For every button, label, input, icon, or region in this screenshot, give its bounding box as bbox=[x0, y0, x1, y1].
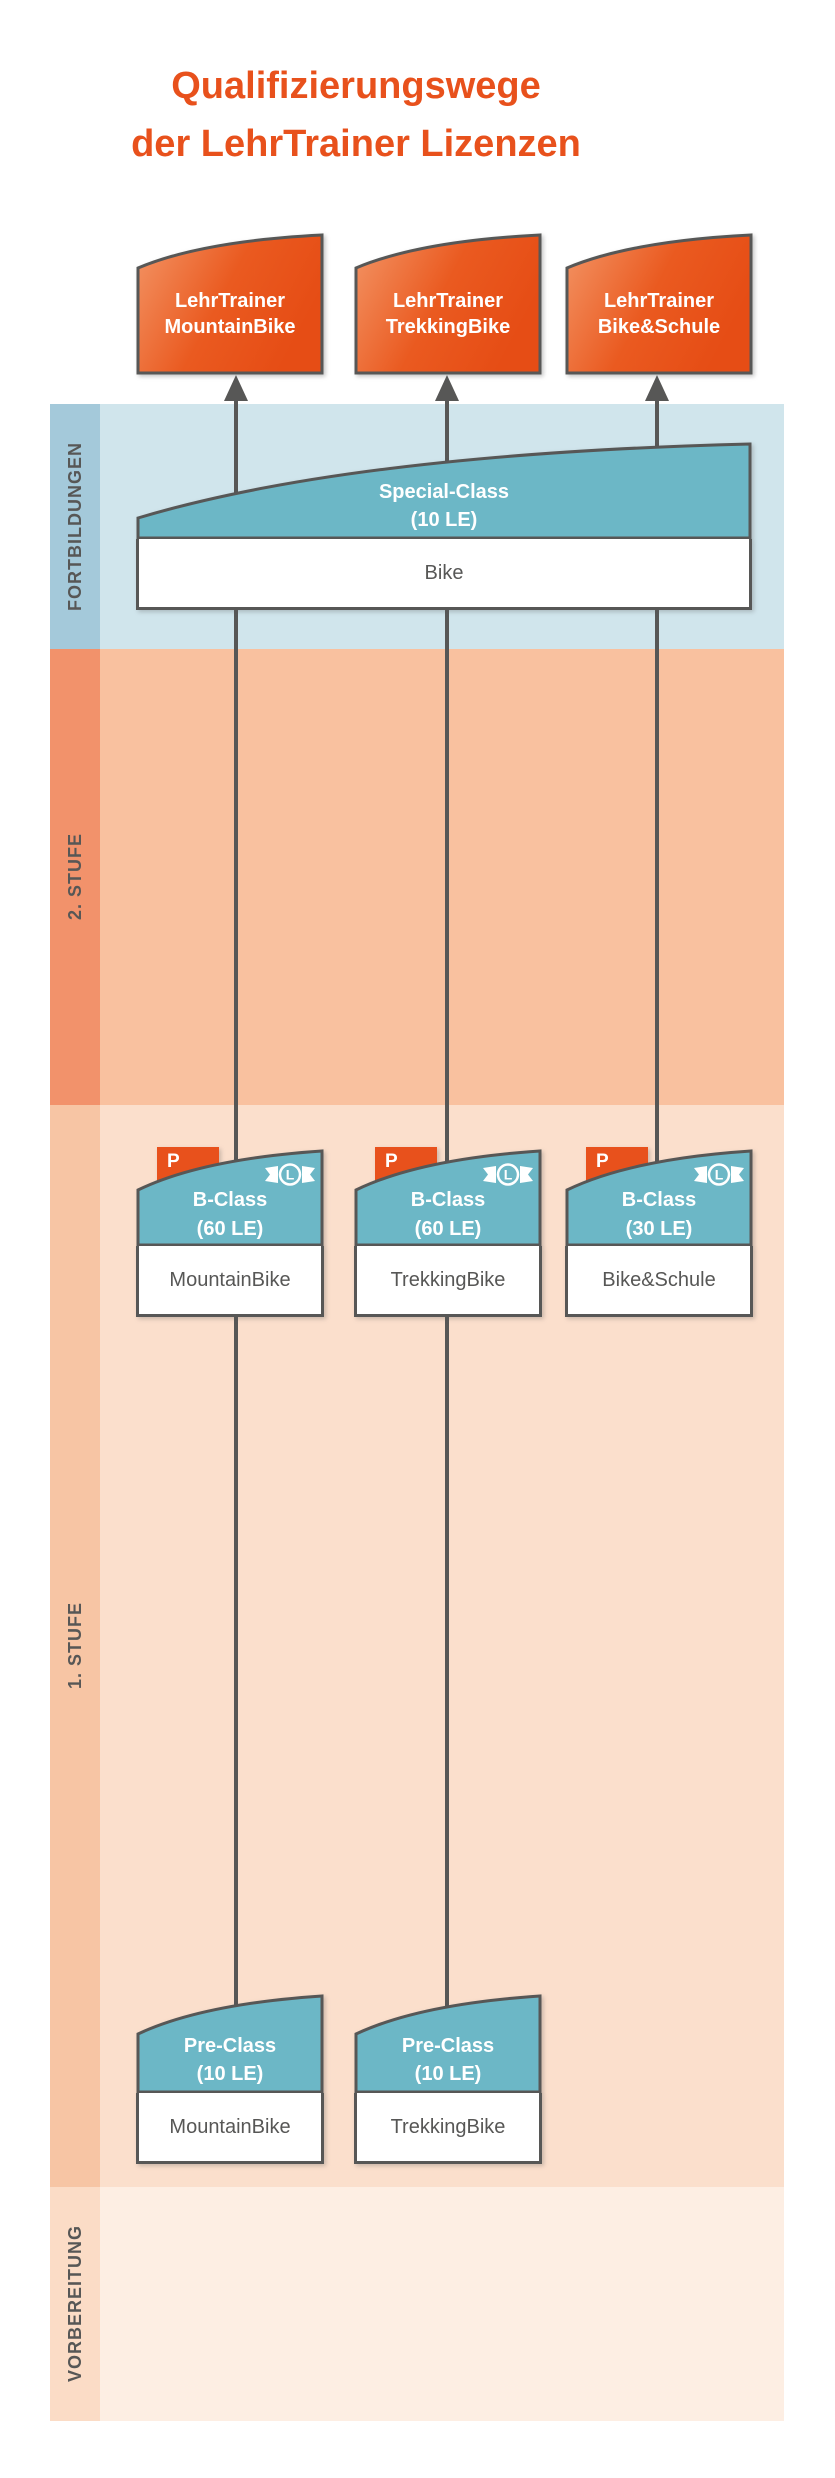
license-title-line2: MountainBike bbox=[164, 316, 296, 338]
section-vorbereitung-label: VORBEREITUNG bbox=[64, 2225, 85, 2383]
class-header-line1: Pre-Class bbox=[401, 2035, 495, 2057]
class-header: B-Class (60 LE) bbox=[136, 1149, 324, 1244]
section-stufe2-strip: 2. STUFE bbox=[50, 649, 100, 1105]
class-header: Special-Class (10 LE) bbox=[136, 442, 752, 534]
class-header: Pre-Class (10 LE) bbox=[354, 1994, 542, 2088]
license-title-line1: LehrTrainer bbox=[174, 290, 286, 312]
pre-class-box-trekkingbike: Pre-Class (10 LE) TrekkingBike bbox=[354, 1994, 542, 2164]
license-box-mountainbike: LehrTrainer MountainBike bbox=[136, 233, 324, 375]
class-body: Bike&Schule bbox=[565, 1246, 753, 1317]
license-box-shape bbox=[136, 233, 324, 375]
lizenz-badge-letter: L bbox=[715, 1167, 724, 1183]
class-body: Bike bbox=[136, 539, 752, 610]
lizenz-badge-icon: L bbox=[694, 1163, 744, 1186]
lizenz-badge-icon: L bbox=[483, 1163, 533, 1186]
section-vorbereitung-strip: VORBEREITUNG bbox=[50, 2187, 100, 2421]
b-class-box-trekkingbike: P L B-Class (60 LE) TrekkingBike bbox=[354, 1147, 542, 1317]
section-stufe1-strip: 1. STUFE bbox=[50, 1105, 100, 2187]
class-header-line2: (60 LE) bbox=[414, 1218, 482, 1240]
license-title-line2: TrekkingBike bbox=[385, 316, 511, 338]
page-title-line1: Qualifizierungswege bbox=[171, 65, 541, 107]
class-header-line1: B-Class bbox=[621, 1189, 697, 1211]
class-header: B-Class (30 LE) bbox=[565, 1149, 753, 1244]
section-stufe2-label: 2. STUFE bbox=[64, 833, 85, 921]
arrow-up-icon bbox=[224, 375, 248, 401]
class-header-line2: (10 LE) bbox=[196, 2063, 264, 2085]
section-stufe2-background bbox=[100, 649, 784, 1105]
license-title-line1: LehrTrainer bbox=[603, 290, 715, 312]
section-fortbildungen-strip: FORTBILDUNGEN bbox=[50, 404, 100, 649]
page-title: Qualifizierungswege der LehrTrainer Lize… bbox=[0, 57, 712, 173]
license-title-line2: Bike&Schule bbox=[597, 316, 721, 338]
license-box-bikeschule: LehrTrainer Bike&Schule bbox=[565, 233, 753, 375]
page-title-line2: der LehrTrainer Lizenzen bbox=[131, 123, 581, 165]
section-fortbildungen-label: FORTBILDUNGEN bbox=[64, 442, 85, 611]
license-title: LehrTrainer TrekkingBike bbox=[354, 288, 542, 340]
arrow-up-icon bbox=[645, 375, 669, 401]
arrow-up-icon bbox=[435, 375, 459, 401]
license-box-shape bbox=[565, 233, 753, 375]
section-vorbereitung-background bbox=[100, 2187, 784, 2421]
class-header: B-Class (60 LE) bbox=[354, 1149, 542, 1244]
class-header-line2: (10 LE) bbox=[410, 509, 478, 531]
license-box-shape bbox=[354, 233, 542, 375]
lizenz-badge-letter: L bbox=[504, 1167, 513, 1183]
section-vorbereitung: VORBEREITUNG bbox=[50, 2187, 784, 2421]
b-class-box-mountainbike: P L B-Class (60 LE) MountainBike bbox=[136, 1147, 324, 1317]
license-box-trekkingbike: LehrTrainer TrekkingBike bbox=[354, 233, 542, 375]
connector-line-bikeschule bbox=[655, 398, 659, 1200]
class-header-line2: (60 LE) bbox=[196, 1218, 264, 1240]
class-header-shape bbox=[136, 1994, 324, 2094]
class-header-line1: B-Class bbox=[410, 1189, 486, 1211]
class-header-line2: (10 LE) bbox=[414, 2063, 482, 2085]
class-header-shape bbox=[136, 442, 752, 540]
class-header: Pre-Class (10 LE) bbox=[136, 1994, 324, 2088]
class-header-line1: Pre-Class bbox=[183, 2035, 277, 2057]
class-body: MountainBike bbox=[136, 1246, 324, 1317]
special-class-box: Special-Class (10 LE) Bike bbox=[136, 442, 752, 610]
section-stufe2: 2. STUFE bbox=[50, 649, 784, 1105]
class-header-line1: Special-Class bbox=[378, 481, 510, 503]
pre-class-box-mountainbike: Pre-Class (10 LE) MountainBike bbox=[136, 1994, 324, 2164]
class-header-shape bbox=[354, 1994, 542, 2094]
class-body: TrekkingBike bbox=[354, 2093, 542, 2164]
class-header-line1: B-Class bbox=[192, 1189, 268, 1211]
section-stufe1-label: 1. STUFE bbox=[64, 1602, 85, 1690]
class-header-line2: (30 LE) bbox=[625, 1218, 693, 1240]
b-class-box-bikeschule: P L B-Class (30 LE) Bike&Schule bbox=[565, 1147, 753, 1317]
lizenz-badge-letter: L bbox=[286, 1167, 295, 1183]
license-title: LehrTrainer MountainBike bbox=[136, 288, 324, 340]
license-title: LehrTrainer Bike&Schule bbox=[565, 288, 753, 340]
license-title-line1: LehrTrainer bbox=[392, 290, 504, 312]
lizenz-badge-icon: L bbox=[265, 1163, 315, 1186]
class-body: TrekkingBike bbox=[354, 1246, 542, 1317]
class-body: MountainBike bbox=[136, 2093, 324, 2164]
